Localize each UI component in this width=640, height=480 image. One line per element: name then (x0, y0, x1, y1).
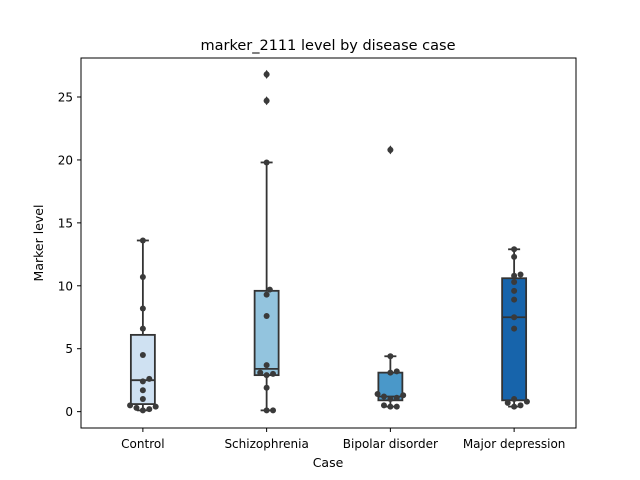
y-tick-label: 20 (58, 153, 73, 167)
chart-marks (127, 69, 530, 414)
data-point (511, 287, 518, 294)
data-point (263, 362, 270, 369)
data-point (374, 391, 381, 398)
data-point (511, 403, 518, 410)
data-point (511, 246, 518, 253)
data-point (517, 271, 524, 278)
y-axis: 0 5 10 15 20 25 (58, 91, 81, 419)
data-point (263, 71, 270, 78)
data-point (139, 352, 146, 359)
data-point (263, 384, 270, 391)
y-axis-label: Marker level (31, 205, 46, 282)
plot-area (81, 58, 576, 428)
x-tick-label: Bipolar disorder (343, 437, 438, 451)
data-point (266, 286, 273, 293)
data-point (393, 394, 400, 401)
data-point (387, 396, 394, 403)
data-point (152, 403, 159, 410)
data-point (387, 369, 394, 376)
data-point (139, 396, 146, 403)
data-point (139, 237, 146, 244)
data-point (263, 159, 270, 166)
data-point (139, 387, 146, 394)
data-point (270, 370, 277, 377)
data-point (511, 253, 518, 260)
data-point (263, 312, 270, 319)
y-tick-label: 0 (65, 405, 73, 419)
data-point (257, 369, 264, 376)
data-point (400, 392, 407, 399)
y-tick-label: 25 (58, 91, 73, 105)
chart-title: marker_2111 level by disease case (201, 38, 456, 54)
data-point (139, 378, 146, 385)
data-point (263, 407, 270, 414)
data-point (380, 393, 387, 400)
y-tick-label: 15 (58, 216, 73, 230)
data-point (511, 279, 518, 286)
data-point (393, 368, 400, 375)
x-axis-label: Case (313, 455, 344, 470)
data-point (504, 399, 511, 406)
data-point (270, 407, 277, 414)
data-point (263, 291, 270, 298)
data-point (139, 273, 146, 280)
data-point (146, 375, 153, 382)
x-tick-label: Major depression (463, 437, 566, 451)
x-tick-label: Schizophrenia (224, 437, 308, 451)
data-point (139, 305, 146, 312)
data-point (387, 353, 394, 360)
data-point (511, 396, 518, 403)
data-point (133, 404, 140, 411)
data-point (146, 406, 153, 413)
data-point (139, 407, 146, 414)
box-body (501, 277, 528, 402)
data-point (523, 398, 530, 405)
data-point (127, 402, 134, 409)
data-point (139, 325, 146, 332)
data-point (393, 403, 400, 410)
data-point (387, 403, 394, 410)
x-tick-label: Control (121, 437, 164, 451)
data-point (387, 146, 394, 153)
box-body (129, 333, 156, 405)
plot-frame (80, 57, 577, 429)
data-point (517, 402, 524, 409)
data-point (511, 314, 518, 321)
data-point (263, 372, 270, 379)
data-point (511, 272, 518, 279)
data-point (380, 402, 387, 409)
data-point (511, 296, 518, 303)
y-tick-label: 10 (58, 279, 73, 293)
data-point (511, 325, 518, 332)
data-point (263, 97, 270, 104)
y-tick-label: 5 (65, 342, 73, 356)
x-axis: Control Schizophrenia Bipolar disorder Majo… (121, 428, 565, 451)
